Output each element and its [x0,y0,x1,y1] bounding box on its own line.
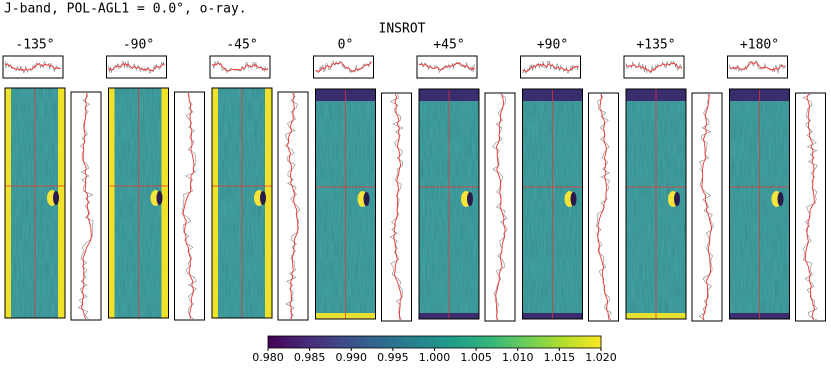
panel-label: -90° [123,38,154,53]
feature [570,192,577,206]
feature [260,191,266,205]
image-frame [211,87,273,319]
profile-box [623,55,685,79]
profile-box [313,55,374,79]
colorbar-tick-label: 1.015 [544,351,576,364]
feature [674,192,680,206]
profile-box [70,91,102,321]
profile-smooth [625,62,683,73]
colorbar-tick-label: 1.020 [585,351,617,364]
image-frame [4,87,66,319]
profile-smooth [108,62,165,72]
profile-box [795,92,826,322]
profile-raw [181,92,197,320]
profile-raw [522,60,579,74]
feature [777,192,784,206]
profile-box [209,55,271,79]
image-frame [108,87,169,319]
profile-box [106,55,167,79]
image-frame [729,88,790,320]
profile-smooth [804,93,816,321]
profile-box [381,92,412,322]
profile-smooth [495,93,506,321]
image-edge [108,88,115,318]
profile-box [277,91,309,321]
image-frame [315,88,376,320]
group-label: INSROT [379,22,426,37]
image-edge [5,88,11,318]
profile-smooth [80,92,92,320]
profile-smooth [522,62,579,73]
feature [363,192,370,206]
profile-smooth [729,61,786,72]
profile-smooth [4,63,62,72]
profile-raw [389,93,404,321]
image-frame [418,88,480,320]
profile-smooth [393,93,402,321]
panel-label: -135° [15,38,54,53]
panel-label: +45° [433,38,464,53]
colorbar [267,335,602,349]
profile-smooth [211,62,269,72]
profile-smooth [701,93,713,321]
image-edge [58,88,65,318]
profile-raw [802,93,818,321]
image-edge [161,88,169,318]
panel-label: +90° [537,38,568,53]
profile-smooth [315,62,372,72]
profile-raw [284,92,301,320]
title: J-band, POL-AGL1 = 0.0°, o-ray. [4,2,247,17]
profile-raw [729,60,786,74]
profile-smooth [418,62,476,71]
feature [467,192,473,206]
panel-label: 0° [338,38,354,53]
colorbar-tick-label: 0.980 [252,351,284,364]
panel-label: -45° [226,38,257,53]
colorbar-tick-label: 1.005 [460,351,492,364]
profile-smooth [597,93,610,321]
feature [156,191,163,205]
colorbar-tick-label: 0.985 [294,351,326,364]
panel-label: +180° [740,38,779,53]
profile-raw [625,60,683,74]
colorbar-tick-label: 1.000 [419,351,451,364]
colorbar-tick-label: 0.990 [336,351,368,364]
profile-smooth [287,92,299,320]
profile-raw [77,92,94,320]
profile-smooth [182,92,195,320]
panel-label: +135° [636,38,675,53]
image-frame [522,88,583,320]
profile-box [174,91,205,321]
colorbar-tick-label: 1.010 [502,351,534,364]
feature [53,191,59,205]
profile-raw [698,93,714,321]
image-edge [212,88,218,318]
colorbar-tick-label: 0.995 [377,351,409,364]
image-edge [265,88,272,318]
image-frame [625,88,687,320]
